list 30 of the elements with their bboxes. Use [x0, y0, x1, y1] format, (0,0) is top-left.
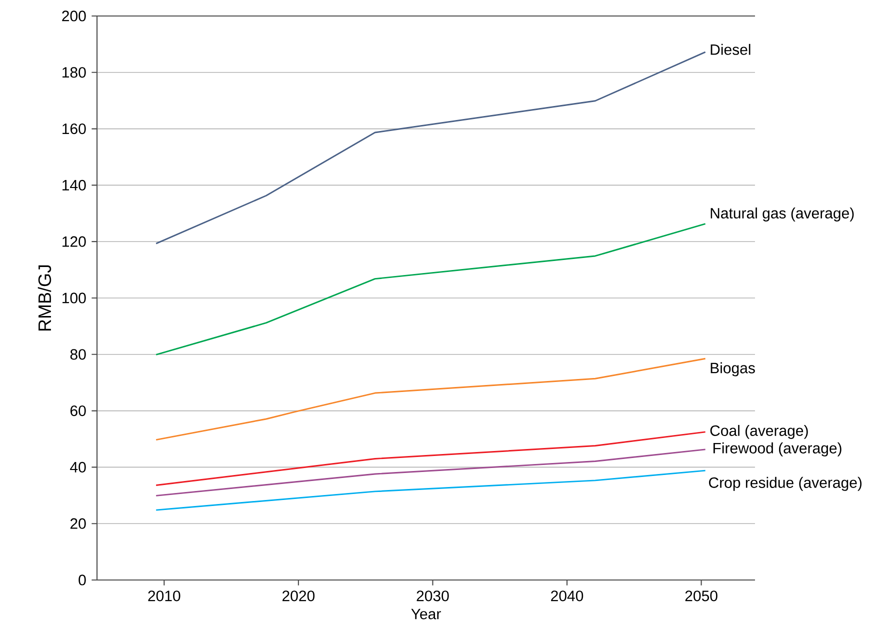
- series-label: Crop residue (average): [709, 476, 862, 491]
- y-tick-label: 160: [62, 123, 86, 134]
- series-label: Natural gas (average): [710, 208, 854, 222]
- line-series: [155, 448, 706, 496]
- y-tick-label: 100: [62, 292, 86, 304]
- y-tick-label: 180: [62, 67, 86, 78]
- y-axis-title: RMB/GJ: [38, 265, 52, 331]
- y-tick-label: 140: [62, 180, 86, 191]
- series-label: Diesel: [710, 44, 750, 55]
- x-tick-label: 2030: [416, 590, 449, 602]
- y-tick-label: 0: [78, 574, 86, 586]
- x-tick-label: 2010: [148, 590, 180, 602]
- line-series: [155, 223, 706, 356]
- series-label: Coal (average): [710, 424, 808, 439]
- y-tick-label: 20: [70, 518, 86, 529]
- line-series: [155, 51, 706, 244]
- y-tick-label: 200: [62, 10, 86, 22]
- x-tick-label: 2050: [685, 590, 718, 602]
- x-tick-label: 2040: [551, 590, 584, 602]
- line-series: [155, 470, 706, 511]
- series-label: Firewood (average): [713, 442, 842, 456]
- y-tick-label: 120: [62, 236, 86, 247]
- x-tick-label: 2020: [282, 590, 315, 602]
- x-axis-title: Year: [411, 608, 441, 620]
- y-tick-label: 40: [70, 462, 86, 473]
- line-series: [155, 358, 706, 441]
- series-label: Biogas: [710, 362, 755, 376]
- y-tick-label: 60: [70, 405, 86, 416]
- y-tick-label: 80: [70, 349, 86, 360]
- line-series: [155, 431, 706, 486]
